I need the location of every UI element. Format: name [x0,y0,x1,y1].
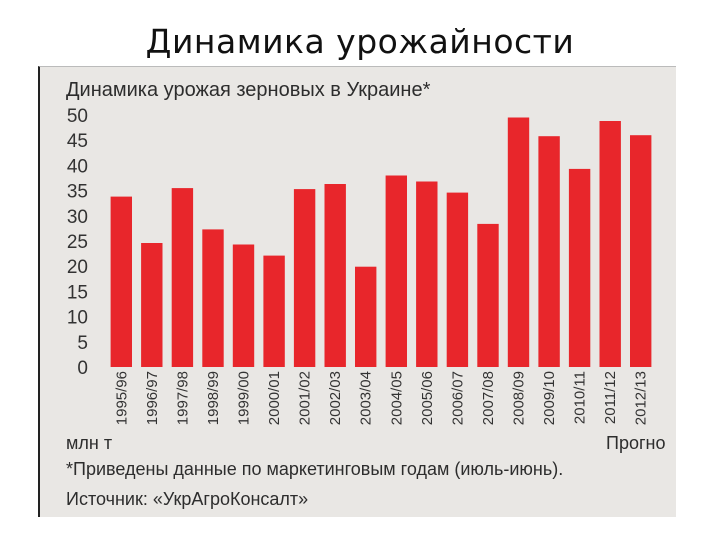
footnote: *Приведены данные по маркетинговым годам… [66,459,564,479]
y-tick-label: 10 [67,308,88,329]
x-category-label: 1997/98 [174,371,191,425]
chart-panel: Динамика урожая зерновых в Украине* 50 45… [38,66,676,517]
bar [355,266,377,367]
y-tick-label: 35 [67,182,88,203]
y-tick-label: 45 [67,131,88,152]
y-tick-label: 30 [67,207,88,228]
bar [263,255,285,367]
x-category-label: 2008/09 [511,371,528,425]
bar [385,175,407,367]
x-category-label: 2005/06 [419,371,436,425]
unit-label: млн т [66,433,113,453]
bar [141,243,163,367]
bar [599,121,621,367]
bar [630,135,652,367]
bar [171,188,194,367]
forecast-label: Прогно [606,433,666,453]
x-category-label: 2006/07 [449,371,466,425]
chart-title: Динамика урожая зерновых в Украине* [66,79,431,101]
y-tick-label: 50 [67,106,88,127]
bar [538,136,560,367]
y-tick-label: 40 [67,156,88,177]
bar [110,196,132,367]
x-category-label: 2004/05 [388,371,405,425]
x-category-label: 1996/97 [144,371,161,425]
bar [202,229,224,367]
y-tick-label: 25 [67,232,88,253]
x-category-label: 2007/08 [480,371,497,425]
source-note: Источник: «УкрАгроКонсалт» [66,489,309,509]
y-tick-label: 5 [77,333,88,354]
slide-title: Динамика урожайности [145,22,575,61]
x-category-label: 2002/03 [327,371,344,425]
y-tick-label: 0 [77,358,88,379]
bar [232,244,255,367]
bar [324,184,346,367]
bar [477,223,499,367]
bar [568,168,591,367]
bar [446,192,469,367]
bar [293,189,316,367]
x-category-label: 1998/99 [205,371,222,425]
x-category-label: 2011/12 [602,371,619,424]
x-category-label: 2009/10 [541,371,558,425]
x-category-label: 2001/02 [297,371,314,425]
x-category-label: 1995/96 [113,371,130,425]
x-category-label: 2003/04 [358,371,375,425]
bar [416,181,438,367]
x-category-label: 2012/13 [633,371,650,425]
bar [507,117,530,367]
y-tick-label: 15 [67,282,88,303]
y-tick-label: 20 [67,257,88,278]
x-category-label: 2010/11 [572,371,589,424]
x-category-label: 2000/01 [266,371,283,425]
x-category-label: 1999/00 [236,371,253,425]
